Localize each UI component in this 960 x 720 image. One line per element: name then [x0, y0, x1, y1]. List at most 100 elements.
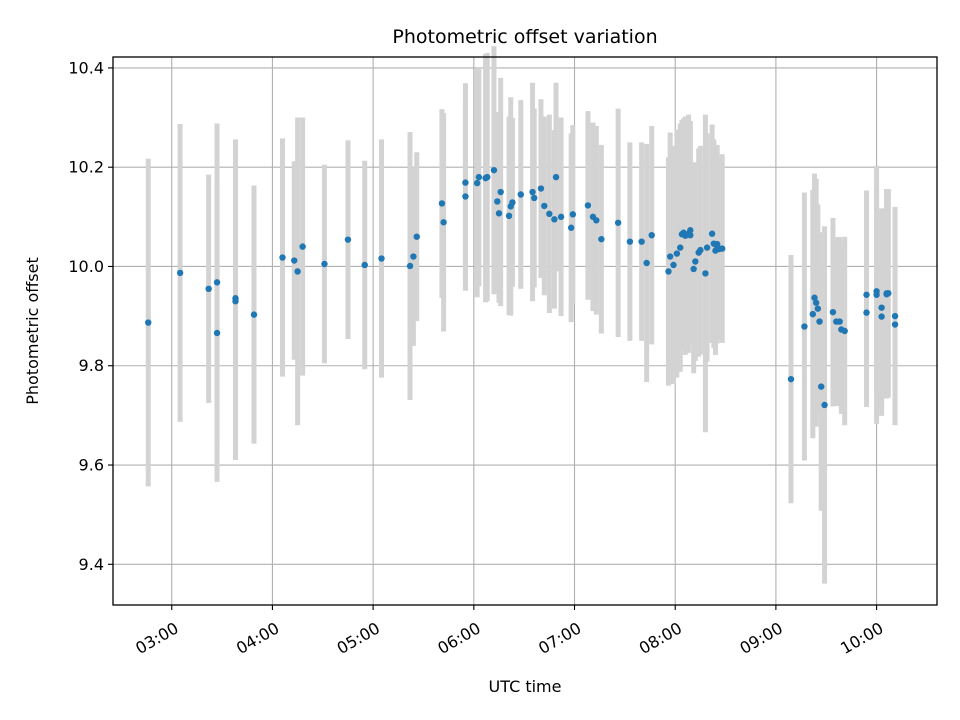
data-point [666, 253, 674, 260]
data-point [878, 313, 885, 320]
data-point [279, 254, 286, 261]
data-point [537, 185, 545, 192]
x-tick-label: 09:00 [736, 618, 785, 658]
data-point [552, 173, 560, 181]
y-tick-label: 9.4 [79, 555, 104, 574]
data-point [598, 235, 605, 243]
data-point [787, 375, 795, 383]
x-axis-ticks: 03:00 04:00 05:00 06:00 07:00 08:00 09:00 10:00 [132, 605, 887, 658]
data-point [299, 243, 306, 250]
data-point [176, 269, 184, 277]
data-point [213, 329, 221, 337]
y-axis-label: Photometric offset [23, 257, 42, 405]
data-point [643, 259, 650, 267]
data-point [593, 217, 600, 224]
data-point [638, 238, 645, 245]
data-point [473, 179, 481, 187]
data-point [557, 213, 565, 221]
chart-title: Photometric offset variation [392, 26, 657, 48]
data-point [291, 257, 298, 264]
data-point [836, 318, 843, 325]
x-tick-label: 10:00 [837, 618, 886, 658]
data-point [863, 309, 870, 316]
data-point [378, 255, 385, 262]
data-point [816, 318, 823, 325]
data-point [361, 261, 368, 269]
data-point [873, 291, 880, 298]
data-point [440, 219, 447, 226]
data-point [497, 188, 504, 196]
data-point [687, 231, 694, 239]
data-point [863, 291, 870, 298]
data-point [145, 319, 152, 326]
data-point [801, 323, 808, 330]
data-point [690, 265, 697, 273]
data-point [505, 212, 513, 220]
data-point [891, 312, 899, 320]
data-point [321, 260, 328, 268]
y-tick-label: 10.2 [68, 158, 104, 177]
data-point [517, 191, 525, 198]
data-point [462, 193, 469, 200]
data-point [484, 173, 491, 181]
data-point [665, 268, 672, 275]
data-point [569, 211, 577, 218]
data-point [529, 188, 536, 196]
plot-frame [112, 56, 938, 606]
data-point [814, 305, 822, 312]
error-bars [145, 46, 898, 584]
data-point [205, 285, 212, 293]
data-point [670, 261, 677, 269]
data-point [708, 230, 716, 237]
x-tick-label: 05:00 [334, 618, 383, 658]
data-point [829, 308, 837, 316]
data-point [232, 298, 239, 305]
data-point [809, 310, 817, 318]
data-point [567, 224, 575, 231]
data-point [702, 270, 709, 277]
data-points [145, 166, 899, 409]
data-point [812, 299, 820, 306]
data-point [811, 294, 818, 301]
data-point [677, 244, 684, 251]
data-point [495, 210, 503, 217]
y-tick-label: 9.8 [79, 356, 104, 375]
data-point [713, 240, 721, 248]
data-point [410, 253, 417, 260]
y-tick-label: 10.0 [68, 257, 104, 276]
data-point [648, 231, 655, 239]
data-point [406, 262, 414, 270]
x-axis-label: UTC time [489, 677, 562, 696]
x-tick-label: 06:00 [434, 618, 483, 658]
data-point [821, 401, 828, 409]
data-point [687, 227, 694, 234]
data-point [413, 233, 420, 240]
data-point [475, 173, 483, 181]
data-point [878, 304, 885, 311]
data-point [294, 268, 301, 275]
data-point [818, 383, 825, 390]
data-point [841, 327, 848, 335]
data-point [494, 198, 501, 205]
data-point [344, 236, 352, 243]
x-tick-label: 07:00 [535, 618, 584, 658]
data-point [541, 202, 548, 210]
data-point [584, 202, 592, 209]
y-tick-label: 9.6 [79, 456, 104, 475]
x-tick-label: 03:00 [132, 618, 181, 658]
data-point [250, 311, 258, 318]
data-point [891, 321, 899, 328]
data-point [614, 219, 622, 226]
y-axis-ticks: 9.4 9.6 9.8 10.0 10.2 10.4 [68, 58, 113, 574]
data-point [697, 246, 704, 254]
data-point [509, 199, 516, 206]
data-point [551, 216, 558, 223]
data-point [692, 258, 699, 265]
y-tick-label: 10.4 [68, 58, 104, 77]
data-point [718, 245, 726, 252]
data-point [462, 179, 469, 186]
data-point [626, 238, 634, 245]
data-point [213, 279, 221, 286]
data-point [885, 290, 892, 297]
